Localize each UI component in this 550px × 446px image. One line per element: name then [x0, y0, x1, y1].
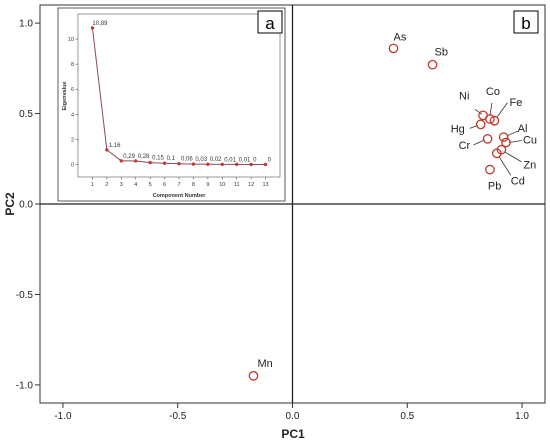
eigenvalue-point: [206, 162, 210, 166]
eigenvalue-label: 0: [268, 157, 272, 163]
data-point-fe: [489, 115, 500, 126]
leader-line: [489, 102, 493, 117]
leader-line: [496, 102, 508, 119]
eigenvalue-point: [191, 162, 196, 166]
inset-x-tick-label: 1: [91, 182, 94, 188]
eigenvalue-label: 1,16: [109, 143, 121, 149]
inset-y-tick-label: 2: [71, 137, 74, 143]
inset-y-tick-label: 8: [71, 62, 74, 68]
inset-y-tick-label: 4: [71, 112, 74, 118]
data-point-co: [485, 114, 495, 124]
eigenvalue-point: [133, 159, 138, 163]
leader-line: [498, 156, 512, 176]
x-tick-label: -0.5: [169, 411, 187, 422]
inset-x-tick-label: 4: [134, 182, 137, 188]
data-point-as: [388, 43, 399, 54]
data-point-al: [498, 132, 509, 142]
eigenvalue-point: [105, 148, 109, 152]
eigenvalue-point: [263, 162, 268, 167]
eigenvalue-label: 0,06: [181, 157, 193, 163]
x-tick-label: 0.0: [286, 411, 300, 422]
data-point-mn: [248, 371, 259, 381]
inset-x-tick-label: 2: [105, 182, 108, 188]
eigenvalue-label: 0,15: [152, 156, 164, 162]
data-point-cu: [501, 137, 511, 148]
data-point-cr: [482, 134, 493, 144]
point-label: Mn: [257, 358, 272, 370]
leader-line: [508, 140, 523, 143]
data-point-sb: [427, 59, 438, 70]
point-label: Zn: [523, 160, 536, 172]
eigenvalue-point: [162, 161, 167, 165]
eigenvalue-point: [90, 26, 95, 30]
point-label: Al: [518, 123, 528, 135]
eigenvalue-label: 0,01: [224, 157, 236, 163]
inset-x-tick-label: 13: [263, 182, 269, 188]
eigenvalue-point: [148, 160, 152, 165]
inset-x-tick-label: 12: [248, 182, 254, 188]
inset-x-tick-label: 9: [206, 182, 209, 188]
point-label: Cd: [511, 175, 525, 187]
y-tick-label: -1.0: [16, 380, 34, 391]
eigenvalue-label: 0,03: [195, 157, 207, 163]
x-tick-label: 1.0: [515, 411, 529, 422]
inset-y-tick-label: 10: [68, 37, 74, 43]
eigenvalue-label: 0,29: [123, 154, 135, 160]
eigenvalue-point: [119, 159, 124, 163]
point-label: Fe: [510, 97, 523, 109]
data-point-pb: [485, 164, 495, 175]
y-tick-label: 0.0: [19, 200, 33, 211]
panel-a-box: [257, 10, 283, 34]
point-label: As: [394, 31, 407, 43]
eigenvalue-point: [234, 162, 239, 167]
panel-b-box: [513, 10, 539, 34]
eigenvalue-point: [177, 161, 181, 166]
inset-x-tick-label: 5: [149, 182, 152, 188]
leader-line: [504, 151, 522, 163]
panel-b-label: b: [521, 14, 530, 33]
y-tick-label: 1.0: [19, 19, 33, 30]
inset-x-tick-label: 10: [219, 182, 225, 188]
leader-line: [506, 130, 518, 137]
inset-plot-area: [77, 13, 281, 178]
y-axis-title: PC2: [3, 192, 17, 216]
y-tick-label: -0.5: [16, 290, 34, 301]
point-label: Hg: [451, 123, 465, 135]
eigenvalue-label: 0,02: [210, 157, 222, 163]
point-label: Cr: [459, 140, 471, 152]
eigenvalue-label: 0: [253, 157, 257, 163]
x-tick-label: 0.5: [400, 411, 414, 422]
leader-line: [473, 139, 485, 146]
inset-x-tick-label: 6: [163, 182, 166, 188]
eigenvalue-point: [249, 162, 253, 167]
data-point-cd: [491, 148, 502, 159]
point-label: Co: [486, 86, 500, 98]
x-axis-title: PC1: [281, 427, 305, 441]
eigenvalue-label: 10,89: [92, 21, 108, 27]
leader-line: [474, 109, 483, 115]
point-label: Sb: [435, 47, 448, 59]
data-point-hg: [475, 119, 486, 130]
point-label: Cu: [523, 134, 537, 146]
inset-x-tick-label: 7: [177, 182, 180, 188]
point-label: Ni: [459, 90, 469, 102]
inset-y-axis-title: Eigenvalue: [62, 81, 68, 110]
inset-y-tick-label: 6: [71, 87, 74, 93]
x-tick-label: -1.0: [54, 411, 72, 422]
point-label: Pb: [488, 181, 501, 193]
inset-x-tick-label: 11: [234, 182, 240, 188]
inset-y-tick-label: 0: [71, 162, 74, 168]
inset-x-tick-label: 3: [120, 182, 123, 188]
eigenvalue-label: 0,28: [138, 154, 150, 160]
eigenvalue-label: 0,1: [167, 156, 176, 162]
eigenvalue-label: 0,01: [239, 157, 251, 163]
y-tick-label: 0.5: [19, 109, 33, 120]
inset-x-axis-title: Component Number: [153, 193, 207, 199]
panel-a-label: a: [265, 14, 275, 33]
eigenvalue-point: [220, 162, 225, 167]
inset-x-tick-label: 8: [192, 182, 195, 188]
